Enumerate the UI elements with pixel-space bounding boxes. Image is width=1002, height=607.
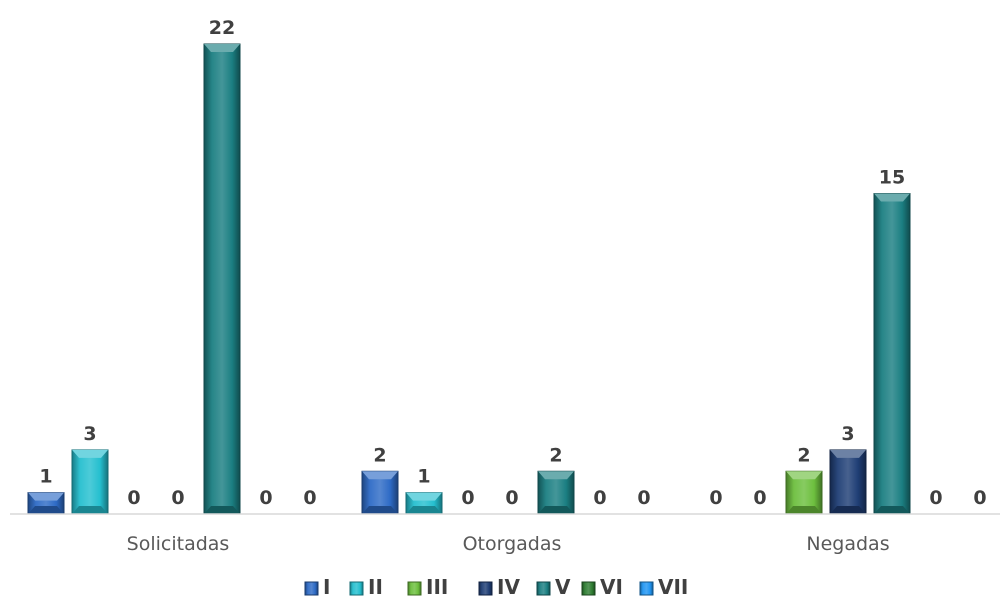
legend-item-III: III bbox=[407, 575, 448, 599]
legend-item-II: II bbox=[349, 575, 383, 599]
value-label-V-Solicitadas: 22 bbox=[209, 17, 235, 39]
value-label-VI-Negadas: 0 bbox=[929, 487, 942, 509]
bar-bottom-bevel bbox=[830, 506, 866, 514]
category-label-solicitadas: Solicitadas bbox=[127, 533, 230, 555]
bar-I-Otorgadas bbox=[361, 470, 399, 515]
bar-body bbox=[203, 43, 241, 515]
value-label-II-Solicitadas: 3 bbox=[83, 423, 96, 445]
bar-body bbox=[873, 193, 911, 515]
legend-marker-II bbox=[349, 581, 364, 596]
bar-top-bevel bbox=[28, 492, 64, 501]
bar-V-Solicitadas bbox=[203, 43, 241, 515]
bar-top-bevel bbox=[406, 492, 442, 501]
value-labels-layer: 1 3 0 0 22 0 0 2 1 0 0 2 0 0 0 0 2 3 15 0 0 bbox=[39, 17, 986, 509]
bar-top-bevel bbox=[830, 449, 866, 458]
bar-bottom-bevel bbox=[28, 506, 64, 514]
bar-top-bevel bbox=[204, 44, 240, 52]
value-label-II-Negadas: 0 bbox=[753, 487, 766, 509]
category-label-negadas: Negadas bbox=[806, 533, 889, 555]
bar-V-Otorgadas bbox=[537, 470, 575, 515]
category-labels-layer: Solicitadas Otorgadas Negadas bbox=[127, 533, 890, 555]
bar-bottom-bevel bbox=[204, 506, 240, 514]
legend-label-I: I bbox=[323, 575, 330, 599]
legend-marker-I bbox=[304, 581, 319, 596]
value-label-II-Otorgadas: 1 bbox=[417, 466, 430, 488]
legend-label-VII: VII bbox=[658, 575, 688, 599]
legend-item-VII: VII bbox=[639, 575, 688, 599]
bar-top-bevel bbox=[786, 471, 822, 480]
bar-bottom-bevel bbox=[72, 506, 108, 514]
value-label-I-Otorgadas: 2 bbox=[373, 444, 386, 466]
value-label-IV-Solicitadas: 0 bbox=[171, 487, 184, 509]
legend-marker-IV bbox=[478, 581, 493, 596]
legend-label-II: II bbox=[368, 575, 383, 599]
bar-bottom-bevel bbox=[362, 506, 398, 514]
value-label-VII-Negadas: 0 bbox=[973, 487, 986, 509]
bar-body bbox=[829, 449, 867, 515]
bar-top-bevel bbox=[538, 471, 574, 480]
bar-top-bevel bbox=[362, 471, 398, 480]
value-label-VI-Solicitadas: 0 bbox=[259, 487, 272, 509]
bar-IV-Negadas bbox=[829, 449, 867, 515]
value-label-VI-Otorgadas: 0 bbox=[593, 487, 606, 509]
bar-II-Solicitadas bbox=[71, 449, 109, 515]
legend-item-VI: VI bbox=[581, 575, 623, 599]
bar-V-Negadas bbox=[873, 193, 911, 515]
value-label-VII-Otorgadas: 0 bbox=[637, 487, 650, 509]
value-label-III-Otorgadas: 0 bbox=[461, 487, 474, 509]
value-label-IV-Negadas: 3 bbox=[841, 423, 854, 445]
legend-label-III: III bbox=[426, 575, 448, 599]
legend-marker-VII bbox=[639, 581, 654, 596]
bar-top-bevel bbox=[874, 193, 910, 202]
legend: I II III IV V VI VII bbox=[304, 575, 688, 599]
legend-label-VI: VI bbox=[600, 575, 623, 599]
value-label-I-Solicitadas: 1 bbox=[39, 466, 52, 488]
legend-label-IV: IV bbox=[497, 575, 520, 599]
legend-marker-VI bbox=[581, 581, 596, 596]
value-label-V-Negadas: 15 bbox=[879, 167, 905, 189]
value-label-I-Negadas: 0 bbox=[709, 487, 722, 509]
bars-layer bbox=[27, 43, 911, 515]
value-label-VII-Solicitadas: 0 bbox=[303, 487, 316, 509]
value-label-IV-Otorgadas: 0 bbox=[505, 487, 518, 509]
category-label-otorgadas: Otorgadas bbox=[463, 533, 562, 555]
legend-label-V: V bbox=[555, 575, 571, 599]
value-label-III-Solicitadas: 0 bbox=[127, 487, 140, 509]
bar-body bbox=[71, 449, 109, 515]
legend-item-V: V bbox=[536, 575, 571, 599]
legend-marker-III bbox=[407, 581, 422, 596]
legend-marker-V bbox=[536, 581, 551, 596]
value-label-III-Negadas: 2 bbox=[797, 444, 810, 466]
value-label-V-Otorgadas: 2 bbox=[549, 444, 562, 466]
bar-I-Solicitadas bbox=[27, 492, 65, 515]
bar-bottom-bevel bbox=[406, 506, 442, 514]
bar-bottom-bevel bbox=[538, 506, 574, 514]
bar-II-Otorgadas bbox=[405, 492, 443, 515]
bar-top-bevel bbox=[72, 449, 108, 458]
legend-item-I: I bbox=[304, 575, 330, 599]
bar-bottom-bevel bbox=[786, 506, 822, 514]
bar-bottom-bevel bbox=[874, 506, 910, 514]
legend-item-IV: IV bbox=[478, 575, 520, 599]
bar-III-Negadas bbox=[785, 470, 823, 515]
